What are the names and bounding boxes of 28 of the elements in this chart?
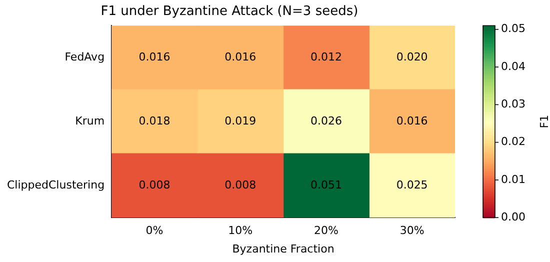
- color-bar-title: F1: [538, 114, 550, 128]
- data-label: 0.016: [224, 50, 256, 64]
- data-label: 0.025: [396, 178, 428, 192]
- x-tick-label: 0%: [146, 224, 164, 238]
- chart-title: F1 under Byzantine Attack (N=3 seeds): [100, 4, 358, 20]
- y-tick-label: FedAvg: [64, 50, 105, 64]
- color-bar-label: 0.00: [501, 210, 526, 224]
- x-axis-title: Byzantine Fraction: [232, 242, 334, 256]
- x-tick-label: 20%: [314, 224, 338, 238]
- data-label: 0.016: [396, 114, 428, 128]
- x-tick-label: 30%: [400, 224, 424, 238]
- color-bar-label: 0.04: [501, 60, 526, 73]
- data-label: 0.051: [310, 178, 342, 192]
- color-bar-label: 0.05: [501, 22, 526, 36]
- color-bar-label: 0.01: [501, 172, 526, 186]
- data-label: 0.012: [310, 50, 342, 64]
- data-label: 0.026: [310, 114, 342, 128]
- data-label: 0.018: [138, 114, 170, 128]
- color-bar-label: 0.02: [501, 135, 526, 148]
- x-tick-label: 10%: [228, 224, 253, 238]
- data-label: 0.008: [138, 178, 170, 192]
- color-bar-label: 0.03: [501, 98, 526, 111]
- data-label: 0.020: [396, 50, 428, 64]
- data-label: 0.016: [138, 50, 170, 64]
- y-tick-label: ClippedClustering: [7, 178, 105, 192]
- y-tick-label: Krum: [75, 114, 105, 128]
- data-label: 0.008: [224, 178, 256, 192]
- data-label: 0.019: [224, 114, 256, 128]
